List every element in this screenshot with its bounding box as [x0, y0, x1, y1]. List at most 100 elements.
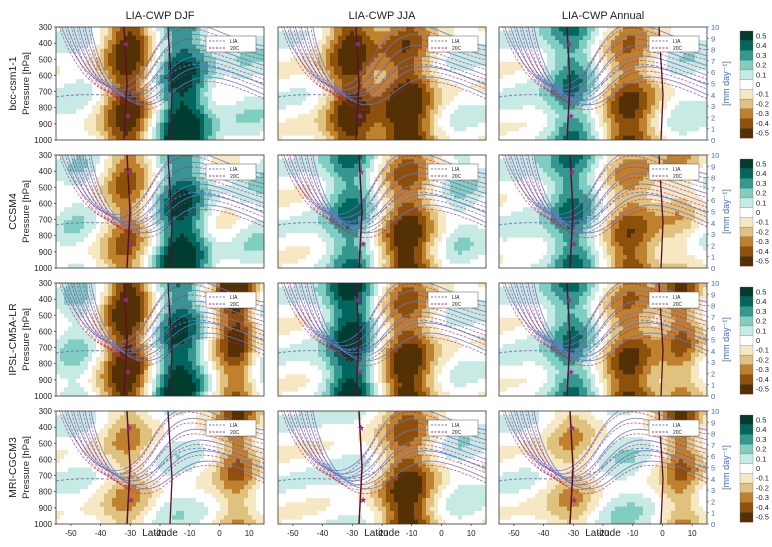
field-cell: [374, 40, 378, 45]
field-cell: [132, 66, 136, 71]
field-cell: [112, 36, 116, 41]
field-cell: [92, 101, 96, 106]
field-cell: [687, 97, 691, 102]
field-cell: [80, 70, 84, 75]
field-cell: [326, 44, 330, 49]
field-cell: [56, 57, 60, 62]
field-cell: [244, 53, 248, 58]
field-cell: [56, 70, 60, 75]
field-cell: [64, 110, 68, 115]
field-cell: [220, 92, 224, 97]
field-cell: [72, 123, 76, 128]
field-cell: [523, 114, 527, 119]
field-cell: [192, 27, 196, 32]
y-tick-label: 500: [39, 55, 53, 64]
field-cell: [116, 229, 120, 234]
field-cell: [631, 110, 635, 115]
field-cell: [188, 88, 192, 93]
field-cell: [108, 49, 112, 54]
field-cell: [112, 194, 116, 199]
field-cell: [104, 177, 108, 182]
field-cell: [286, 49, 290, 54]
field-cell: [56, 44, 60, 49]
field-cell: [112, 27, 116, 32]
field-cell: [132, 194, 136, 199]
field-cell: [294, 97, 298, 102]
field-cell: [563, 57, 567, 62]
field-cell: [310, 97, 314, 102]
field-cell: [410, 97, 414, 102]
field-cell: [627, 53, 631, 58]
field-cell: [422, 131, 426, 136]
field-cell: [551, 36, 555, 41]
field-cell: [382, 44, 386, 49]
field-cell: [623, 79, 627, 84]
field-cell: [56, 212, 60, 217]
field-cell: [466, 31, 470, 36]
field-cell: [180, 127, 184, 132]
field-cell: [591, 114, 595, 119]
field-cell: [60, 97, 64, 102]
field-cell: [623, 127, 627, 132]
field-cell: [72, 88, 76, 93]
field-cell: [466, 114, 470, 119]
field-cell: [192, 101, 196, 106]
field-cell: [236, 92, 240, 97]
field-cell: [108, 233, 112, 238]
field-cell: [64, 62, 68, 67]
field-cell: [180, 53, 184, 58]
field-cell: [430, 131, 434, 136]
field-cell: [422, 53, 426, 58]
field-cell: [252, 27, 256, 32]
field-cell: [314, 114, 318, 119]
field-cell: [282, 114, 286, 119]
field-cell: [687, 53, 691, 58]
field-cell: [699, 36, 703, 41]
field-cell: [136, 159, 140, 164]
field-cell: [68, 255, 72, 260]
field-cell: [531, 101, 535, 106]
field-cell: [470, 62, 474, 67]
field-cell: [446, 131, 450, 136]
field-cell: [466, 131, 470, 136]
field-cell: [68, 229, 72, 234]
field-cell: [112, 190, 116, 195]
field-cell: [503, 40, 507, 45]
field-cell: [438, 97, 442, 102]
field-cell: [180, 92, 184, 97]
field-cell: [232, 131, 236, 136]
field-cell: [164, 233, 168, 238]
field-cell: [88, 123, 92, 128]
field-cell: [84, 259, 88, 264]
field-cell: [84, 238, 88, 243]
field-cell: [76, 79, 80, 84]
field-cell: [164, 53, 168, 58]
field-cell: [591, 31, 595, 36]
field-cell: [68, 105, 72, 110]
field-cell: [84, 123, 88, 128]
field-cell: [366, 123, 370, 128]
field-cell: [671, 88, 675, 93]
field-cell: [96, 251, 100, 256]
field-cell: [551, 97, 555, 102]
field-cell: [587, 114, 591, 119]
field-cell: [92, 127, 96, 132]
field-cell: [160, 31, 164, 36]
field-cell: [322, 101, 326, 106]
field-cell: [72, 70, 76, 75]
field-cell: [511, 57, 515, 62]
field-cell: [278, 88, 282, 93]
field-cell: [555, 44, 559, 49]
field-cell: [136, 131, 140, 136]
field-cell: [136, 40, 140, 45]
field-cell: [663, 27, 667, 32]
field-cell: [68, 66, 72, 71]
field-cell: [663, 110, 667, 115]
field-cell: [555, 57, 559, 62]
field-cell: [216, 79, 220, 84]
field-cell: [687, 79, 691, 84]
field-cell: [635, 118, 639, 123]
field-cell: [164, 110, 168, 115]
field-cell: [599, 127, 603, 132]
